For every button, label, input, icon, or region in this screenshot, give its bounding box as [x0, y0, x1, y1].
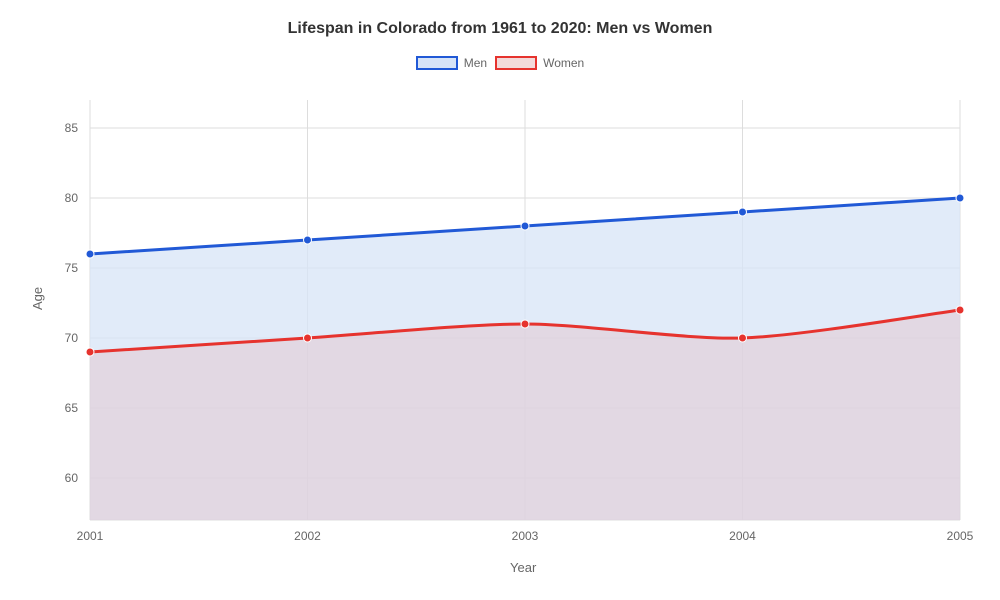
svg-text:2005: 2005	[947, 529, 974, 543]
y-axis-label: Age	[30, 287, 45, 310]
svg-text:85: 85	[65, 121, 79, 135]
svg-text:70: 70	[65, 331, 79, 345]
plot-svg: 60 65 70 75 80 85 2001 2002 2003 2004 2005	[0, 0, 1000, 600]
svg-text:60: 60	[65, 471, 79, 485]
svg-text:2001: 2001	[77, 529, 104, 543]
svg-text:2003: 2003	[512, 529, 539, 543]
svg-text:2002: 2002	[294, 529, 321, 543]
chart-container: Lifespan in Colorado from 1961 to 2020: …	[0, 0, 1000, 600]
x-axis-label: Year	[510, 560, 536, 575]
svg-text:75: 75	[65, 261, 79, 275]
svg-text:65: 65	[65, 401, 79, 415]
svg-text:80: 80	[65, 191, 79, 205]
svg-text:2004: 2004	[729, 529, 756, 543]
